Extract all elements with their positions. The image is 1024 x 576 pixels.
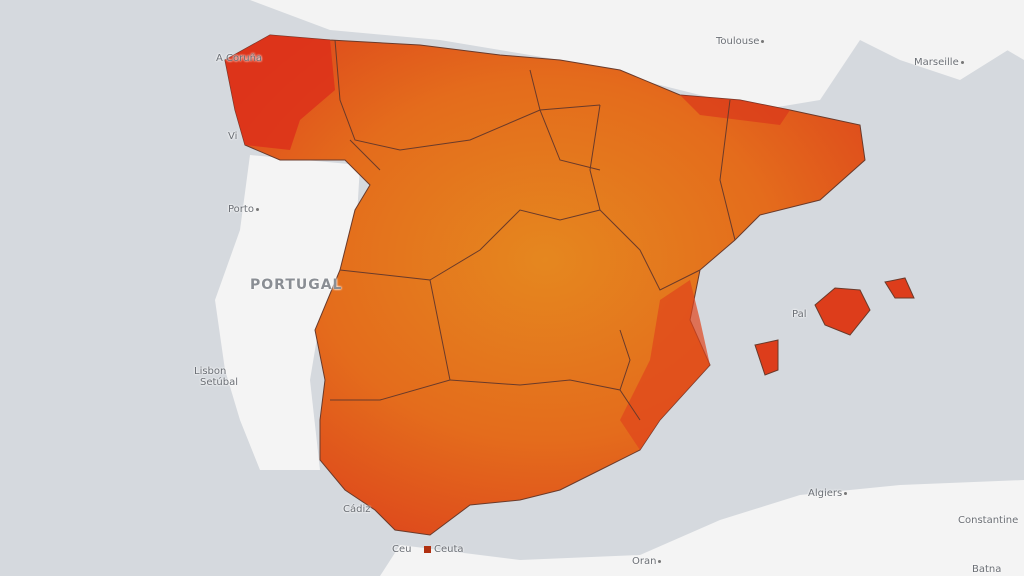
spain-heat-region[interactable] xyxy=(224,34,866,536)
label-algiers: Algiers xyxy=(808,488,849,499)
label-lisbon: Lisbon xyxy=(194,366,227,377)
label-ceuta: Ceuta xyxy=(434,544,464,555)
porto-text: Porto xyxy=(228,204,254,215)
toulouse-text: Toulouse xyxy=(716,36,760,47)
label-a-coruna: A Coruña xyxy=(216,53,263,64)
galicia-heat-region xyxy=(225,35,335,150)
italy-corsica-land xyxy=(960,0,1024,60)
label-cadiz: Cádiz xyxy=(343,504,371,515)
algiers-text: Algiers xyxy=(808,488,843,499)
france-land xyxy=(250,0,1024,110)
label-toulouse: Toulouse xyxy=(716,36,766,47)
mallorca-heat-region[interactable] xyxy=(814,287,871,336)
city-dot-icon xyxy=(844,491,848,495)
label-oran: Oran xyxy=(632,556,663,567)
city-dot-icon xyxy=(761,39,765,43)
label-porto: Porto xyxy=(228,204,261,215)
label-vigo: Vi xyxy=(228,131,238,142)
label-setubal: Setúbal xyxy=(200,377,239,388)
label-portugal: PORTUGAL xyxy=(250,277,343,293)
city-dot-icon xyxy=(658,559,662,563)
oran-text: Oran xyxy=(632,556,657,567)
label-palma: Pal xyxy=(792,309,807,320)
city-dot-icon xyxy=(960,60,964,64)
label-batna: Batna xyxy=(972,564,1002,575)
valencia-heat-region xyxy=(620,280,710,450)
label-constantine: Constantine xyxy=(958,515,1019,526)
label-marseille: Marseille xyxy=(914,57,966,68)
pyrenees-heat-region xyxy=(680,95,790,125)
menorca-heat-region[interactable] xyxy=(884,277,915,299)
ibiza-heat-region[interactable] xyxy=(754,339,779,376)
africa-land xyxy=(380,480,1024,576)
portugal-land xyxy=(215,155,360,470)
city-dot-icon xyxy=(255,207,259,211)
region-borders xyxy=(330,39,736,421)
label-ceuta-left: Ceu xyxy=(392,544,412,555)
ceuta-heat-region xyxy=(424,546,431,553)
marseille-text: Marseille xyxy=(914,57,959,68)
